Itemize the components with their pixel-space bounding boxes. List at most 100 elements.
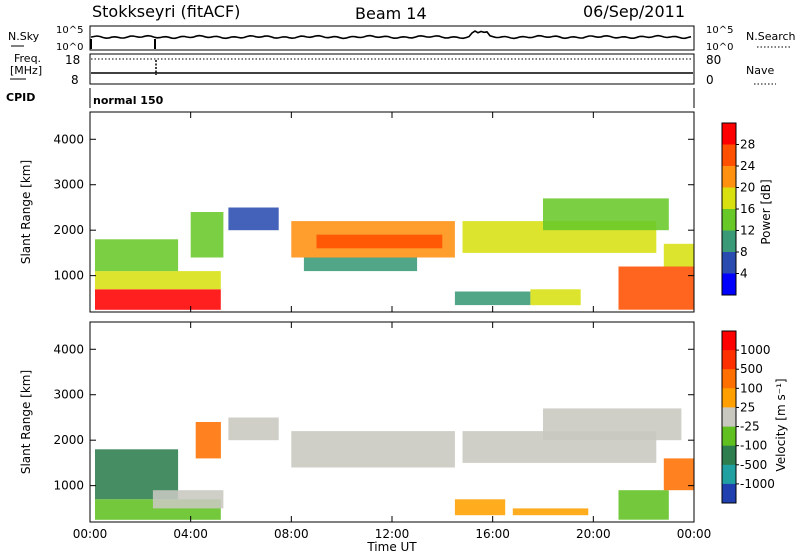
colorbar-tick-label: -500 [740,458,767,472]
velocity-colorbar: 1000 500 100 25 -25 -100 -500 -1000 [721,330,775,504]
colorbar-tick-label: 500 [740,362,763,376]
beam-label: Beam 14 [355,4,427,23]
heatmap-region-8 [454,499,506,516]
cpid-value: normal 150 [93,94,164,107]
colorbar-swatch-7 [722,464,736,485]
velocity-heatmap-cells [95,408,694,520]
heatmap-region-6 [316,234,443,249]
colorbar-swatch-3 [722,388,736,408]
nsky-frame [89,25,695,51]
colorbar-swatch-2 [722,369,736,389]
cpid-label: CPID [6,91,35,104]
ytick-label: 4000 [53,342,84,356]
nave-tick-bottom: 0 [706,73,714,87]
colorbar-tick-label: 12 [740,224,755,238]
colorbar-swatch-8 [722,483,736,504]
colorbar-tick-label: -1000 [740,477,775,491]
power-panel: 1000 2000 3000 4000 Slant Range [km] 4 8 12 16… [19,111,773,313]
nsky-tick-bottom: 10^0 [56,42,83,53]
colorbar-swatch-4 [722,407,736,427]
cpid-panel: CPID normal 150 [6,88,695,108]
colorbar-frame [721,330,737,504]
freq-frame [89,53,695,85]
colorbar-tick-label: -25 [740,420,760,434]
colorbar-swatch-1 [722,350,736,370]
colorbar-tick-label: 1000 [740,343,771,357]
ytick-label: 1000 [53,479,84,493]
velocity-axes: 1000 2000 3000 4000 00:00 04:00 08:00 12:00 16:0… [53,322,711,541]
heatmap-region-7 [543,408,682,441]
xtick-label: 00:00 [73,527,108,541]
ytick-label: 3000 [53,178,84,192]
colorbar-swatch-4 [722,209,736,231]
station-title: Stokkseyri (fitACF) [92,2,240,21]
freq-unit-label: [MHz] [10,64,42,77]
nsearch-tick-top: 10^5 [706,25,733,36]
colorbar-swatch-0 [722,123,736,145]
nsky-label: N.Sky [8,30,40,43]
heatmap-region-12 [618,266,694,310]
colorbar-swatch-0 [722,331,736,351]
ytick-label: 3000 [53,388,84,402]
colorbar-swatch-6 [722,252,736,274]
heatmap-region-4 [228,417,279,441]
colorbar-swatch-7 [722,273,736,296]
heatmap-region-2 [95,239,179,272]
nave-label: Nave [746,64,774,77]
heatmap-region-7 [303,257,418,272]
heatmap-region-5 [291,431,455,468]
ytick-label: 2000 [53,223,84,237]
colorbar-swatch-1 [722,144,736,167]
heatmap-region-3 [195,422,221,459]
power-heatmap-cells [95,198,694,310]
xtick-label: 00:00 [677,527,712,541]
colorbar-swatch-6 [722,445,736,466]
heatmap-region-1 [95,271,221,290]
ytick-label: 4000 [53,132,84,146]
colorbar-tick-label: 20 [740,181,755,195]
heatmap-region-3 [190,212,224,258]
velocity-panel: 1000 2000 3000 4000 00:00 04:00 08:00 12:00 16:0… [19,321,788,541]
colorbar-swatch-5 [722,426,736,447]
heatmap-region-4 [228,207,279,231]
xtick-label: 20:00 [576,527,611,541]
xtick-label: 16:00 [475,527,510,541]
xtick-label: 12:00 [375,527,410,541]
colorbar-swatch-3 [722,187,736,210]
velocity-ylabel: Slant Range [km] [19,370,33,474]
heatmap-region-11 [530,289,581,306]
colorbar-tick-label: 8 [740,245,748,259]
colorbar-tick-label: 24 [740,159,755,173]
nsky-panel: N.Sky 10^5 10^0 10^5 10^0 N.Search [8,25,796,53]
freq-tick-bottom: 8 [71,73,79,87]
ytick-label: 2000 [53,433,84,447]
power-ylabel: Slant Range [km] [19,160,33,264]
colorbar-tick-label: -100 [740,439,767,453]
heatmap-region-9 [543,198,669,231]
freq-panel: Freq. [MHz] 18 8 80 0 Nave [10,52,776,87]
freq-tick-top: 18 [65,53,80,67]
heatmap-region-11 [663,458,694,491]
nsearch-label: N.Search [746,30,796,43]
colorbar-swatch-5 [722,230,736,253]
heatmap-region-10 [454,291,531,306]
velocity-colorbar-label: Velocity [m s⁻¹] [774,378,788,471]
power-colorbar: 4 8 12 16 20 24 28 [721,122,755,296]
time-axis-label: Time UT [366,540,417,554]
power-axes: 1000 2000 3000 4000 [53,112,695,312]
colorbar-tick-label: 16 [740,202,755,216]
colorbar-tick-label: 28 [740,138,755,152]
xtick-label: 04:00 [173,527,208,541]
freq-label: Freq. [14,52,41,65]
colorbar-tick-label: 100 [740,381,763,395]
nave-tick-top: 80 [706,53,721,67]
nsky-tick-top: 10^5 [56,25,83,36]
colorbar-tick-label: 4 [740,267,748,281]
ytick-label: 1000 [53,269,84,283]
heatmap-region-2 [152,490,224,509]
nsky-trace [90,30,692,40]
colorbar-swatch-2 [722,166,736,188]
date-label: 06/Sep/2011 [583,2,685,21]
nsearch-tick-bottom: 10^0 [706,42,733,53]
power-colorbar-label: Power [dB] [759,179,773,244]
